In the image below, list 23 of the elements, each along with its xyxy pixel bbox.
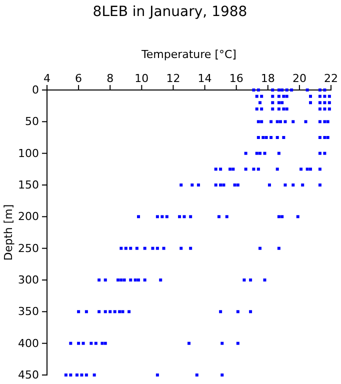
y-tick-label: 400 [18, 336, 39, 350]
x-axis-title: Temperature [°C] [140, 48, 236, 61]
x-tick-label: 4 [44, 72, 50, 85]
x-tick-label: 10 [134, 72, 149, 85]
x-tick-label: 16 [229, 72, 244, 85]
x-tick-label: 8 [106, 72, 114, 85]
x-tick-label: 20 [292, 72, 306, 85]
x-tick-label: 18 [260, 72, 275, 85]
x-tick-label: 6 [75, 72, 82, 85]
y-tick-label: 150 [18, 178, 39, 192]
y-axis-title: Depth [m] [2, 204, 15, 261]
x-tick-label: 14 [198, 72, 212, 85]
y-tick-label: 100 [18, 146, 39, 160]
x-tick-label: 12 [166, 72, 180, 85]
y-tick-label: 200 [18, 210, 39, 224]
y-tick-label: 50 [25, 115, 39, 128]
y-tick-label: 250 [18, 242, 39, 255]
y-tick-label: 450 [18, 368, 39, 382]
x-tick-label: 22 [324, 72, 338, 85]
chart-title: 8LEB in January, 1988 [92, 4, 248, 20]
y-tick-label: 350 [18, 305, 39, 318]
y-tick-label: 0 [32, 84, 39, 97]
y-tick-label: 300 [18, 274, 39, 287]
